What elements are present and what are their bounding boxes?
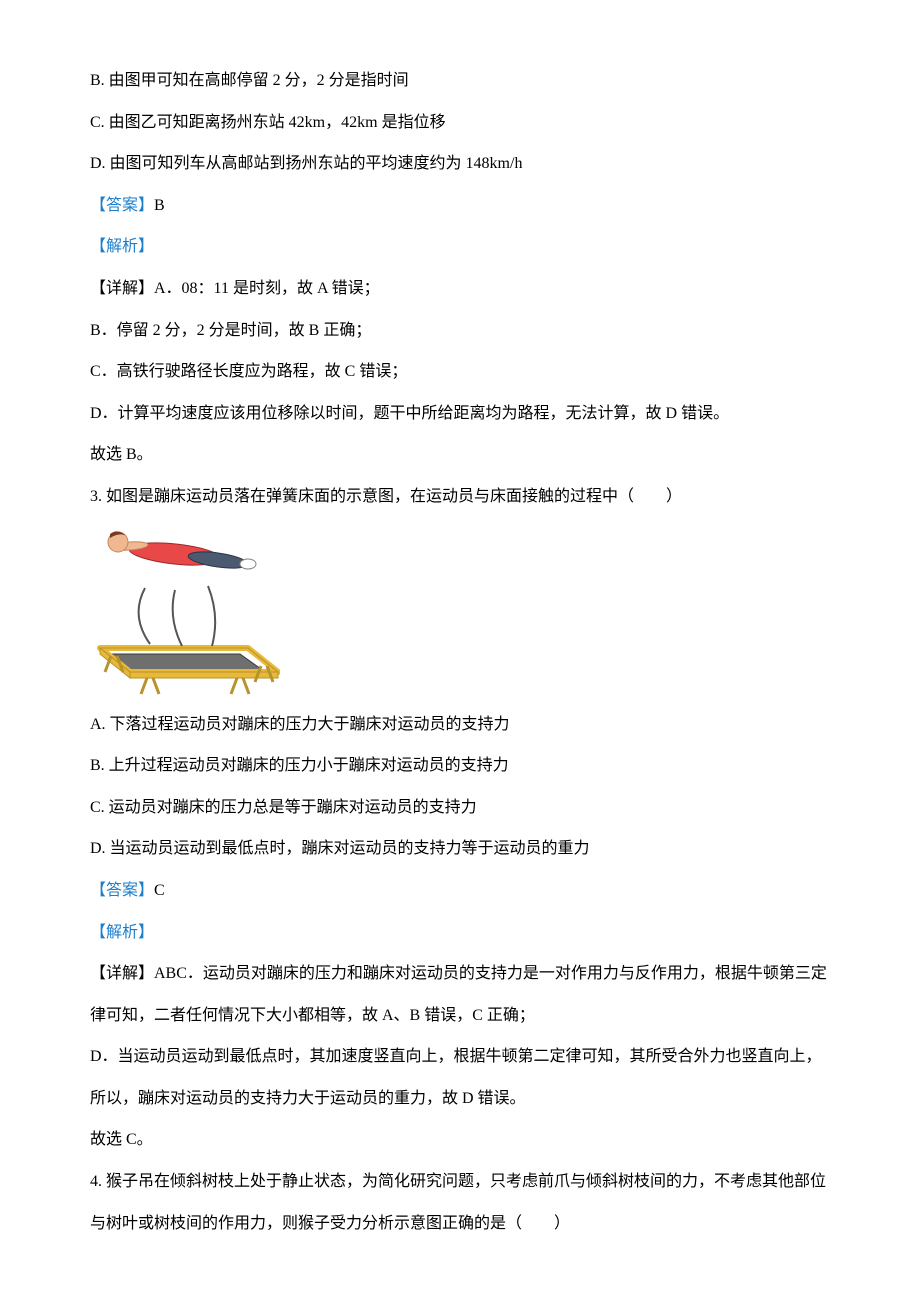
q2-answer: 【答案】B bbox=[90, 185, 830, 227]
q3-detail-d: D．当运动员运动到最低点时，其加速度竖直向上，根据牛顿第二定律可知，其所受合外力… bbox=[90, 1036, 830, 1119]
q3-conclusion: 故选 C。 bbox=[90, 1119, 830, 1161]
q3-analysis-label: 【解析】 bbox=[90, 912, 830, 954]
q3-answer: 【答案】C bbox=[90, 870, 830, 912]
q4-stem: 4. 猴子吊在倾斜树枝上处于静止状态，为简化研究问题，只考虑前爪与倾斜树枝间的力… bbox=[90, 1161, 830, 1244]
q3-detail-abc: 【详解】ABC．运动员对蹦床的压力和蹦床对运动员的支持力是一对作用力与反作用力，… bbox=[90, 953, 830, 1036]
q2-answer-label: 【答案】 bbox=[90, 197, 154, 214]
q2-analysis-label: 【解析】 bbox=[90, 226, 830, 268]
q2-conclusion: 故选 B。 bbox=[90, 434, 830, 476]
q2-detail-d: D．计算平均速度应该用位移除以时间，题干中所给距离均为路程，无法计算，故 D 错… bbox=[90, 393, 830, 435]
q2-detail-c: C．高铁行驶路径长度应为路程，故 C 错误； bbox=[90, 351, 830, 393]
q3-answer-label: 【答案】 bbox=[90, 882, 154, 899]
q2-answer-value: B bbox=[154, 197, 165, 214]
q2-option-b: B. 由图甲可知在高邮停留 2 分，2 分是指时间 bbox=[90, 60, 830, 102]
q3-option-b: B. 上升过程运动员对蹦床的压力小于蹦床对运动员的支持力 bbox=[90, 745, 830, 787]
q3-figure bbox=[90, 526, 830, 696]
q3-option-d: D. 当运动员运动到最低点时，蹦床对运动员的支持力等于运动员的重力 bbox=[90, 828, 830, 870]
q3-option-c: C. 运动员对蹦床的压力总是等于蹦床对运动员的支持力 bbox=[90, 787, 830, 829]
q3-option-a: A. 下落过程运动员对蹦床的压力大于蹦床对运动员的支持力 bbox=[90, 704, 830, 746]
q2-option-c: C. 由图乙可知距离扬州东站 42km，42km 是指位移 bbox=[90, 102, 830, 144]
q3-stem: 3. 如图是蹦床运动员落在弹簧床面的示意图，在运动员与床面接触的过程中（ ） bbox=[90, 476, 830, 518]
q2-option-d: D. 由图可知列车从高邮站到扬州东站的平均速度约为 148km/h bbox=[90, 143, 830, 185]
q3-answer-value: C bbox=[154, 882, 165, 899]
q2-detail-b: B．停留 2 分，2 分是时间，故 B 正确； bbox=[90, 310, 830, 352]
q2-detail-a: 【详解】A．08：11 是时刻，故 A 错误； bbox=[90, 268, 830, 310]
trampoline-figure-icon bbox=[90, 526, 280, 696]
